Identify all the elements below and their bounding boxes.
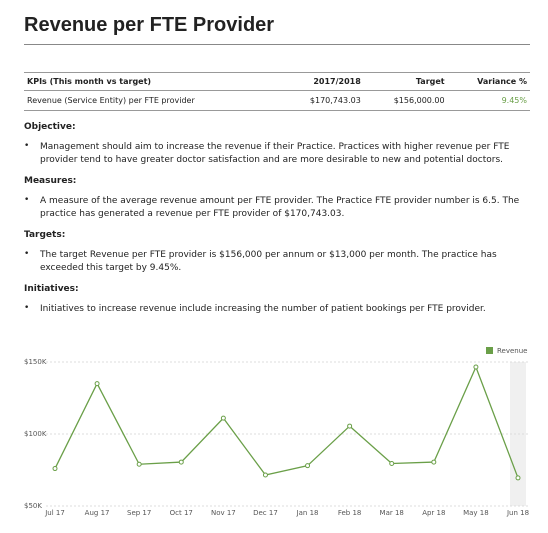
heading: Objective:	[24, 122, 76, 132]
th: 2017/2018	[279, 72, 364, 91]
y-tick-label: $100K	[24, 430, 47, 438]
point	[473, 364, 479, 370]
point	[220, 415, 226, 421]
point	[136, 461, 142, 467]
bullet: •	[24, 195, 30, 205]
point	[262, 472, 268, 478]
td: $170,743.03	[279, 90, 364, 111]
x-tick-label: Oct 17	[170, 509, 193, 517]
th: KPIs (This month vs target)	[24, 72, 280, 91]
kpi-table: KPIs (This month vs target) 2017/2018 Targ…	[24, 72, 530, 111]
x-tick-label: Apr 18	[422, 509, 445, 517]
paragraph: Initiatives to increase revenue include …	[40, 304, 486, 314]
point	[178, 459, 184, 465]
point	[431, 459, 437, 465]
x-tick-label: Jul 17	[44, 509, 65, 517]
paragraph: Management should aim to increase the re…	[40, 142, 510, 165]
x-tick-label: Sep 17	[127, 509, 151, 517]
heading: Targets:	[24, 230, 66, 240]
rule	[24, 44, 530, 45]
td: 9.45%	[447, 90, 530, 111]
bullet: •	[24, 141, 30, 151]
x-tick-label: Aug 17	[85, 509, 110, 517]
legend-swatch	[486, 347, 493, 354]
point	[94, 381, 100, 387]
title: Revenue per FTE Provider	[24, 14, 275, 36]
point	[305, 463, 311, 469]
th: Variance %	[447, 72, 530, 91]
x-tick-label: Jan 18	[296, 509, 319, 517]
bullet: •	[24, 249, 30, 259]
x-tick-label: Mar 18	[380, 509, 404, 517]
td: Revenue (Service Entity) per FTE provide…	[24, 90, 280, 111]
line	[54, 365, 519, 479]
y-tick-label: $50K	[24, 502, 42, 510]
y-tick-label: $150K	[24, 358, 47, 366]
x-tick-label: May 18	[463, 509, 489, 517]
point	[347, 423, 353, 429]
x-tick-label: Nov 17	[211, 509, 236, 517]
paragraph: The target Revenue per FTE provider is $…	[40, 250, 497, 273]
x-tick-label: Feb 18	[338, 509, 362, 517]
legend-label: Revenue	[497, 347, 528, 355]
point	[52, 466, 58, 472]
x-tick-label: Dec 17	[253, 509, 278, 517]
point	[389, 461, 395, 467]
paragraph: A measure of the average revenue amount …	[40, 196, 520, 219]
point	[515, 475, 521, 481]
bullet: •	[24, 303, 30, 313]
th: Target	[363, 72, 448, 91]
x-tick-label: Jun 18	[506, 509, 529, 517]
td: $156,000.00	[363, 90, 448, 111]
heading: Initiatives:	[24, 284, 79, 294]
heading: Measures:	[24, 176, 77, 186]
